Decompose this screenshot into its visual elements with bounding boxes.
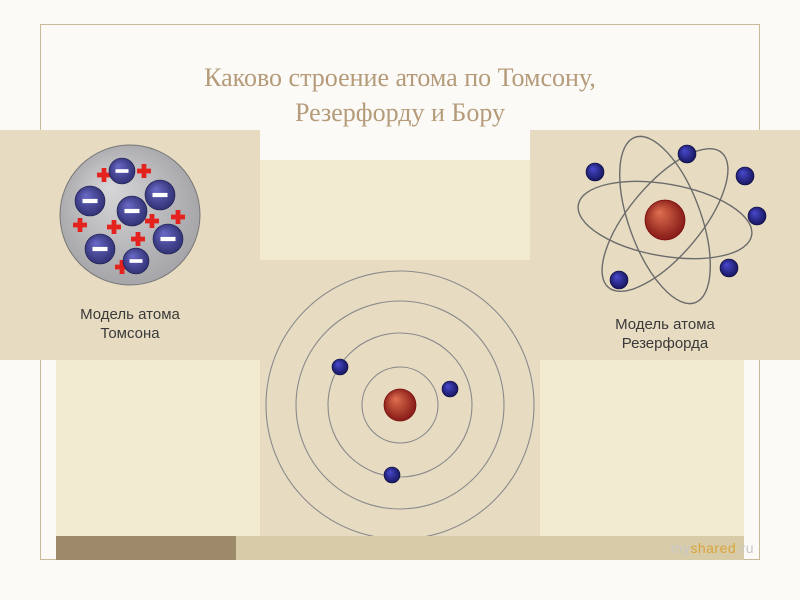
page-title: Каково строение атома по Томсону, Резерф… xyxy=(56,60,744,130)
bohr-diagram xyxy=(260,260,540,550)
watermark-accent: shared xyxy=(690,540,736,556)
watermark-pre: my xyxy=(671,540,691,556)
thomson-panel: Модель атомаТомсона xyxy=(0,130,260,360)
rutherford-diagram xyxy=(530,130,800,310)
stripe-seg-1 xyxy=(56,536,236,560)
stripe-seg-2 xyxy=(236,536,744,560)
bottom-stripe xyxy=(56,536,744,560)
thomson-diagram xyxy=(0,130,260,300)
watermark: myshared.ru xyxy=(671,540,754,556)
title-line-2: Резерфорду и Бору xyxy=(56,95,744,130)
rutherford-panel: Модель атомаРезерфорда xyxy=(530,130,800,360)
title-line-1: Каково строение атома по Томсону, xyxy=(56,60,744,95)
bohr-panel xyxy=(260,260,540,560)
watermark-post: .ru xyxy=(736,540,754,556)
thomson-label: Модель атомаТомсона xyxy=(0,306,260,344)
rutherford-label: Модель атомаРезерфорда xyxy=(530,316,800,354)
